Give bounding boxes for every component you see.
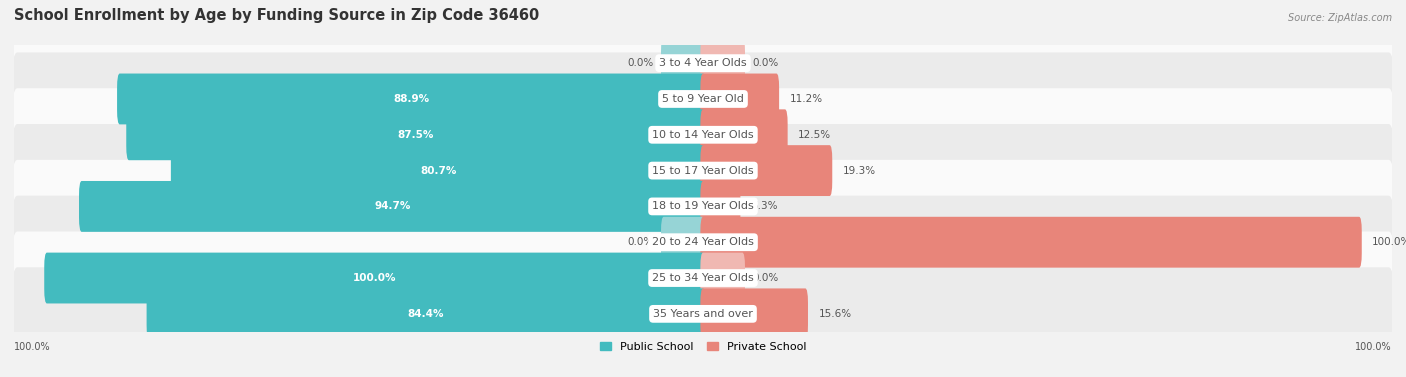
Text: 19.3%: 19.3% [842, 166, 876, 176]
Text: 0.0%: 0.0% [752, 273, 779, 283]
Text: 35 Years and over: 35 Years and over [652, 309, 754, 319]
FancyBboxPatch shape [146, 288, 706, 339]
FancyBboxPatch shape [172, 145, 706, 196]
Text: 11.2%: 11.2% [790, 94, 823, 104]
Text: 20 to 24 Year Olds: 20 to 24 Year Olds [652, 237, 754, 247]
FancyBboxPatch shape [13, 17, 1393, 110]
Text: School Enrollment by Age by Funding Source in Zip Code 36460: School Enrollment by Age by Funding Sour… [14, 8, 540, 23]
Text: 10 to 14 Year Olds: 10 to 14 Year Olds [652, 130, 754, 140]
FancyBboxPatch shape [700, 288, 808, 339]
FancyBboxPatch shape [127, 109, 706, 160]
Text: 0.0%: 0.0% [627, 58, 654, 68]
Text: 0.0%: 0.0% [627, 237, 654, 247]
Text: 100.0%: 100.0% [1355, 342, 1392, 352]
FancyBboxPatch shape [661, 217, 706, 268]
FancyBboxPatch shape [700, 181, 741, 232]
Text: 3 to 4 Year Olds: 3 to 4 Year Olds [659, 58, 747, 68]
Text: 100.0%: 100.0% [353, 273, 396, 283]
FancyBboxPatch shape [13, 88, 1393, 181]
Text: 0.0%: 0.0% [752, 58, 779, 68]
Text: 15 to 17 Year Olds: 15 to 17 Year Olds [652, 166, 754, 176]
Text: 5.3%: 5.3% [751, 201, 778, 211]
Legend: Public School, Private School: Public School, Private School [600, 342, 806, 352]
FancyBboxPatch shape [700, 74, 779, 124]
FancyBboxPatch shape [13, 160, 1393, 253]
Text: 5 to 9 Year Old: 5 to 9 Year Old [662, 94, 744, 104]
Text: 25 to 34 Year Olds: 25 to 34 Year Olds [652, 273, 754, 283]
FancyBboxPatch shape [661, 38, 706, 89]
Text: 87.5%: 87.5% [398, 130, 434, 140]
Text: 100.0%: 100.0% [1372, 237, 1406, 247]
FancyBboxPatch shape [700, 38, 745, 89]
FancyBboxPatch shape [700, 145, 832, 196]
Text: Source: ZipAtlas.com: Source: ZipAtlas.com [1288, 13, 1392, 23]
FancyBboxPatch shape [13, 52, 1393, 146]
FancyBboxPatch shape [700, 217, 1362, 268]
Text: 12.5%: 12.5% [799, 130, 831, 140]
FancyBboxPatch shape [700, 109, 787, 160]
FancyBboxPatch shape [13, 231, 1393, 325]
FancyBboxPatch shape [44, 253, 706, 303]
Text: 88.9%: 88.9% [394, 94, 429, 104]
FancyBboxPatch shape [13, 267, 1393, 360]
Text: 84.4%: 84.4% [408, 309, 444, 319]
Text: 18 to 19 Year Olds: 18 to 19 Year Olds [652, 201, 754, 211]
FancyBboxPatch shape [79, 181, 706, 232]
FancyBboxPatch shape [700, 253, 745, 303]
FancyBboxPatch shape [13, 196, 1393, 289]
FancyBboxPatch shape [13, 124, 1393, 217]
Text: 15.6%: 15.6% [818, 309, 852, 319]
FancyBboxPatch shape [117, 74, 706, 124]
Text: 94.7%: 94.7% [374, 201, 411, 211]
Text: 80.7%: 80.7% [420, 166, 457, 176]
Text: 100.0%: 100.0% [14, 342, 51, 352]
